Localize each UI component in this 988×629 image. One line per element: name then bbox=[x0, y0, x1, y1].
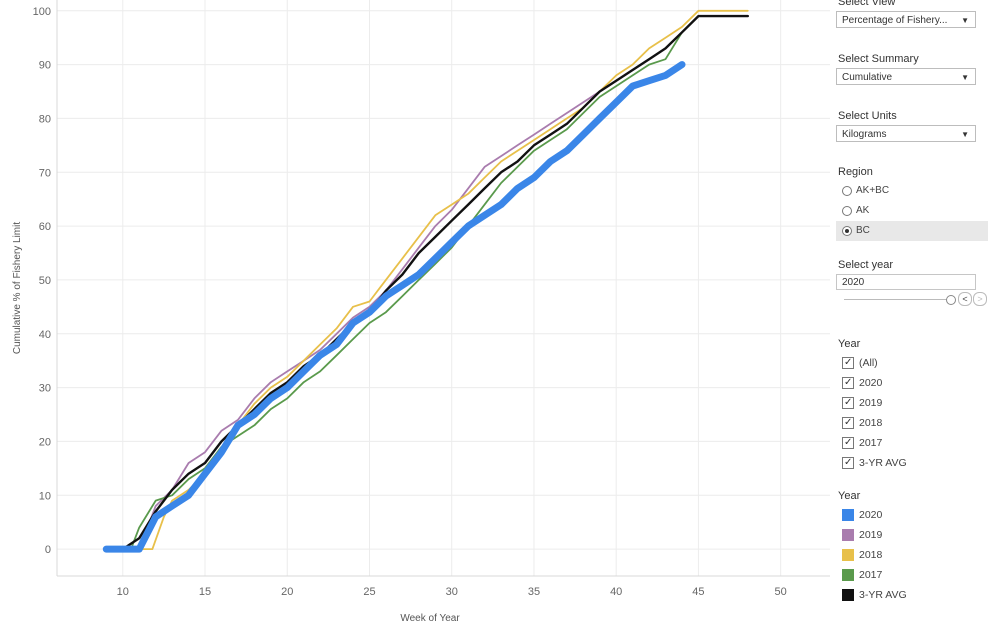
select-year-control: Select year 2020 < > bbox=[836, 259, 988, 308]
series-line-3-yr-avg bbox=[121, 14, 749, 551]
select-view-value: Percentage of Fishery... bbox=[842, 15, 948, 26]
legend-item-2020[interactable]: 2020 bbox=[836, 505, 988, 525]
y-tick-label: 60 bbox=[39, 221, 51, 233]
select-summary-value: Cumulative bbox=[842, 72, 893, 83]
year-filter-title: Year bbox=[838, 338, 861, 350]
year-filter: Year (All) 2020 2019 2018 2017 3-YR AVG bbox=[836, 338, 988, 473]
previous-year-button[interactable]: < bbox=[958, 292, 972, 306]
checkbox-checked-icon bbox=[842, 413, 854, 433]
x-tick-label: 20 bbox=[281, 586, 293, 598]
radio-icon bbox=[842, 206, 852, 216]
x-tick-label: 35 bbox=[528, 586, 540, 598]
y-tick-labels: 0 10 20 30 40 50 60 70 80 90 100 bbox=[33, 6, 51, 556]
region-option-ak[interactable]: AK bbox=[836, 201, 988, 221]
region-title: Region bbox=[838, 166, 873, 178]
year-filter-item-2018[interactable]: 2018 bbox=[836, 413, 988, 433]
legend-swatch bbox=[842, 589, 854, 601]
y-tick-label: 20 bbox=[39, 436, 51, 448]
year-filter-item-3yr-avg[interactable]: 3-YR AVG bbox=[836, 453, 988, 473]
select-view-control: Select View Percentage of Fishery... ▼ bbox=[836, 0, 976, 28]
x-tick-label: 45 bbox=[692, 586, 704, 598]
select-units-title: Select Units bbox=[838, 110, 897, 122]
year-filter-item-2020[interactable]: 2020 bbox=[836, 373, 988, 393]
x-tick-label: 15 bbox=[199, 586, 211, 598]
y-tick-label: 50 bbox=[39, 275, 51, 287]
series-line-2020 bbox=[102, 61, 686, 553]
region-option-ak-bc[interactable]: AK+BC bbox=[836, 181, 988, 201]
radio-selected-icon bbox=[842, 226, 852, 236]
select-view-dropdown[interactable]: Percentage of Fishery... ▼ bbox=[836, 11, 976, 28]
checkbox-checked-icon bbox=[842, 373, 854, 393]
y-tick-label: 90 bbox=[39, 60, 51, 72]
legend-swatch bbox=[842, 549, 854, 561]
legend-swatch bbox=[842, 509, 854, 521]
select-view-title: Select View bbox=[838, 0, 896, 8]
chevron-down-icon: ▼ bbox=[961, 130, 969, 139]
select-summary-dropdown[interactable]: Cumulative ▼ bbox=[836, 68, 976, 85]
region-option-bc[interactable]: BC bbox=[836, 221, 988, 241]
checkbox-checked-icon bbox=[842, 393, 854, 413]
checkbox-checked-icon bbox=[842, 453, 854, 473]
x-axis-label: Week of Year bbox=[400, 613, 460, 624]
year-filter-item-2017[interactable]: 2017 bbox=[836, 433, 988, 453]
slider-handle[interactable] bbox=[946, 295, 956, 305]
legend-item-3yr-avg[interactable]: 3-YR AVG bbox=[836, 585, 988, 605]
year-slider[interactable]: < > bbox=[836, 290, 988, 308]
chevron-down-icon: ▼ bbox=[961, 16, 969, 25]
y-tick-label: 40 bbox=[39, 329, 51, 341]
select-units-dropdown[interactable]: Kilograms ▼ bbox=[836, 125, 976, 142]
chart: 0 10 20 30 40 50 60 70 80 90 100 10 15 20 25 30 35 40 45 5… bbox=[12, 0, 830, 624]
year-filter-item-2019[interactable]: 2019 bbox=[836, 393, 988, 413]
radio-icon bbox=[842, 186, 852, 196]
x-tick-label: 25 bbox=[363, 586, 375, 598]
chevron-down-icon: ▼ bbox=[961, 73, 969, 82]
select-year-value[interactable]: 2020 bbox=[836, 274, 976, 290]
x-tick-label: 40 bbox=[610, 586, 622, 598]
select-summary-control: Select Summary Cumulative ▼ bbox=[836, 53, 976, 85]
legend-item-2019[interactable]: 2019 bbox=[836, 525, 988, 545]
select-units-value: Kilograms bbox=[842, 129, 887, 140]
legend-title: Year bbox=[838, 490, 861, 502]
legend-swatch bbox=[842, 569, 854, 581]
slider-track bbox=[844, 299, 950, 300]
x-tick-label: 30 bbox=[446, 586, 458, 598]
legend-item-2017[interactable]: 2017 bbox=[836, 565, 988, 585]
select-summary-title: Select Summary bbox=[838, 53, 919, 65]
y-tick-label: 0 bbox=[45, 544, 51, 556]
x-tick-labels: 10 15 20 25 30 35 40 45 50 bbox=[117, 586, 787, 598]
x-tick-label: 50 bbox=[775, 586, 787, 598]
y-tick-label: 100 bbox=[33, 6, 51, 18]
y-tick-label: 10 bbox=[39, 490, 51, 502]
checkbox-checked-icon bbox=[842, 433, 854, 453]
y-tick-label: 30 bbox=[39, 383, 51, 395]
checkbox-checked-icon bbox=[842, 353, 854, 373]
select-year-title: Select year bbox=[838, 259, 894, 271]
x-tick-label: 10 bbox=[117, 586, 129, 598]
chart-axes bbox=[56, 0, 830, 577]
year-filter-item-all[interactable]: (All) bbox=[836, 353, 988, 373]
series-lines bbox=[102, 9, 749, 553]
series-line-2017 bbox=[121, 15, 749, 550]
region-control: Region AK+BC AK BC bbox=[836, 166, 988, 241]
chart-grid bbox=[57, 0, 830, 576]
y-tick-label: 70 bbox=[39, 167, 51, 179]
next-year-button[interactable]: > bbox=[973, 292, 987, 306]
y-tick-label: 80 bbox=[39, 113, 51, 125]
legend-swatch bbox=[842, 529, 854, 541]
color-legend: Year 2020 2019 2018 2017 3-YR AVG bbox=[836, 490, 988, 605]
select-units-control: Select Units Kilograms ▼ bbox=[836, 110, 976, 142]
series-line-2019 bbox=[121, 15, 749, 550]
y-axis-label: Cumulative % of Fishery Limit bbox=[12, 222, 23, 354]
legend-item-2018[interactable]: 2018 bbox=[836, 545, 988, 565]
